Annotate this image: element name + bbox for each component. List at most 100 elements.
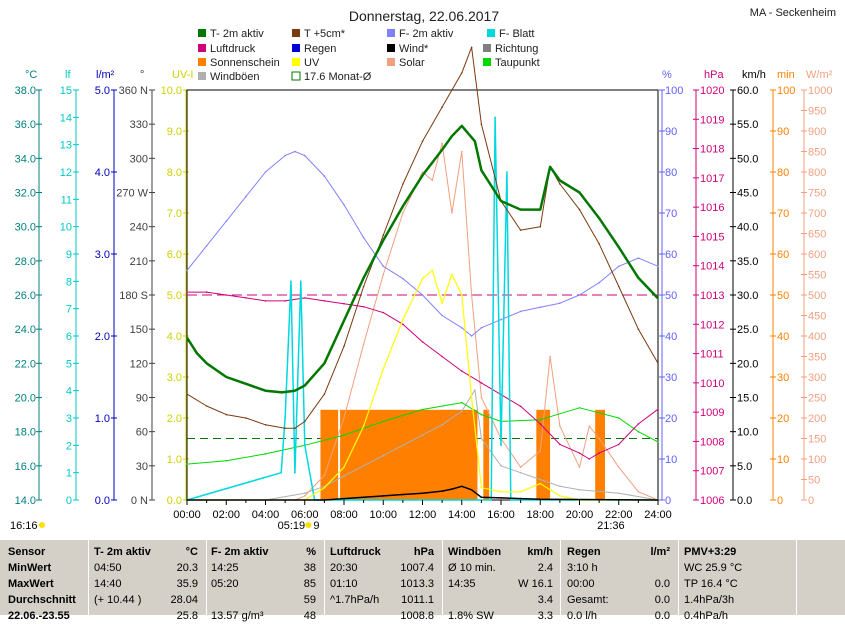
axis-tick-label: 9 — [66, 249, 72, 261]
axis-tick-label: 120 — [130, 358, 148, 370]
data-point — [588, 458, 591, 460]
data-point — [480, 169, 483, 172]
data-point — [618, 492, 620, 495]
corner-time: 16:16 — [10, 520, 38, 532]
legend-swatch — [483, 44, 491, 52]
data-point — [264, 171, 267, 173]
data-point — [323, 393, 326, 395]
data-point — [461, 370, 463, 372]
legend-swatch — [483, 58, 491, 66]
data-point — [421, 434, 424, 436]
axis-tick-label: 35.0 — [737, 256, 758, 268]
data-point — [245, 383, 247, 385]
axis-tick-label: 0 — [66, 495, 72, 507]
x-axis: 00:00 02:00 04:00 06:00 08:00 10:00 12:00 14:00… — [10, 500, 672, 532]
axis-tick-label: 700 — [808, 208, 826, 220]
data-point — [549, 355, 551, 358]
data-point — [382, 368, 385, 370]
axis-tick-label: 30.0 — [15, 222, 36, 234]
axis-tick-label: 8 — [66, 276, 72, 288]
data-point — [304, 384, 306, 387]
data-point — [519, 208, 522, 211]
legend-swatch — [292, 58, 300, 66]
series-line-f-blatt — [186, 116, 658, 501]
data-point — [431, 269, 434, 272]
axis-tick-label: 50 — [665, 290, 677, 302]
table-header-cell: Regen — [567, 546, 601, 558]
data-point — [343, 434, 345, 436]
table-cell: 28.04 — [170, 594, 198, 606]
series-f-2m-aktiv — [186, 150, 659, 337]
data-point — [402, 183, 404, 185]
axis-tick-label: 270 W — [116, 188, 148, 200]
data-point — [264, 300, 267, 302]
axis-tick-label: 1008 — [700, 436, 724, 448]
axis-unit: l/m² — [96, 69, 115, 81]
data-point — [539, 482, 542, 485]
axis-tick-label: 900 — [808, 126, 826, 138]
table-cell: 35.9 — [176, 578, 198, 590]
data-point — [323, 474, 326, 477]
data-point — [539, 306, 542, 309]
axis-unit: °C — [25, 69, 37, 81]
table-header-row: Sensor T- 2m aktiv °C F- 2m aktiv% Luftdruck… — [0, 544, 845, 560]
data-point — [441, 149, 443, 151]
legend-label: Sonnenschein — [210, 57, 280, 69]
data-point — [441, 314, 443, 317]
axis-tick-label: 90 — [665, 126, 677, 138]
data-point — [598, 452, 600, 454]
table-cell: 20:30 — [330, 562, 358, 574]
sunshine-bar — [536, 409, 551, 500]
axis-press: hPa 1020 1019 1018 1017 1016 1015 1014 1013 1012 1… — [693, 69, 724, 507]
data-point — [451, 135, 453, 137]
data-point — [304, 154, 306, 157]
data-point — [480, 413, 483, 416]
axis-tick-label: 14 — [60, 112, 72, 124]
data-point — [402, 277, 404, 280]
axis-tick-label: 36.0 — [15, 119, 36, 131]
table-cell: 3:10 h — [567, 562, 598, 574]
data-point — [578, 452, 581, 454]
data-point — [186, 336, 188, 339]
data-point — [382, 273, 385, 276]
legend-swatch — [292, 44, 300, 52]
data-point — [294, 427, 296, 430]
data-point — [421, 408, 424, 411]
data-point — [461, 150, 463, 153]
axis-tick-label: 2 — [66, 440, 72, 452]
data-point — [519, 466, 522, 469]
data-point — [281, 391, 283, 394]
data-point — [559, 443, 561, 446]
legend-label: Windböen — [210, 71, 260, 83]
data-point — [300, 280, 302, 283]
data-point — [618, 246, 620, 248]
data-point — [382, 239, 385, 242]
data-point — [225, 413, 228, 416]
axis-tick-label: 34.0 — [15, 153, 36, 165]
table-header-cell: hPa — [413, 546, 434, 558]
data-point — [618, 417, 620, 419]
axis-tick-label: 30 — [777, 372, 789, 384]
data-point — [461, 401, 463, 404]
series-wind — [186, 485, 659, 501]
data-point — [539, 423, 542, 425]
axis-tick-label: 30.0 — [737, 290, 758, 302]
axis-tick-label: 150 — [808, 434, 826, 446]
axis-unit: hPa — [704, 69, 724, 81]
axis-tick-label: 10 — [60, 222, 72, 234]
axis-tick-label: 26.0 — [15, 290, 36, 302]
stats-table: Sensor T- 2m aktiv °C F- 2m aktiv% Luftdruck… — [0, 540, 845, 622]
legend-label: Solar — [399, 57, 425, 69]
data-point — [294, 389, 296, 392]
data-point — [245, 417, 247, 419]
data-point — [421, 294, 424, 296]
series-solar — [186, 142, 659, 501]
axis-tick-label: 3 — [66, 413, 72, 425]
axis-tick-label: 5.0 — [167, 290, 182, 302]
axis-tick-label: 600 — [808, 249, 826, 261]
legend-swatch — [198, 58, 206, 66]
axis-tick-label: 18.0 — [15, 427, 36, 439]
data-point — [362, 305, 365, 308]
x-tick-label: 14:00 — [448, 509, 476, 521]
